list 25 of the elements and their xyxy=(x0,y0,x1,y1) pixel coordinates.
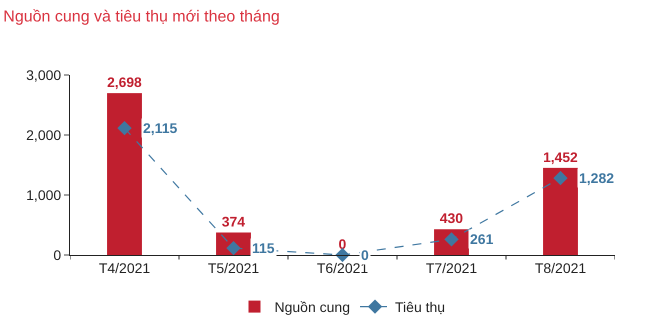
data-label: 115 xyxy=(252,240,275,256)
data-label: 430 xyxy=(440,210,464,226)
y-tick-label: 0 xyxy=(53,246,62,263)
bar xyxy=(107,93,142,255)
y-tick-label: 2,000 xyxy=(26,126,62,143)
data-label: 0 xyxy=(361,247,369,263)
data-label: 2,115 xyxy=(143,120,178,136)
x-tick-label: T8/2021 xyxy=(534,260,586,276)
y-tick-label: 3,000 xyxy=(26,66,62,83)
x-tick-label: T4/2021 xyxy=(98,260,150,276)
chart-title: Nguồn cung và tiêu thụ mới theo tháng xyxy=(3,8,280,26)
data-label: 1,282 xyxy=(579,170,614,186)
legend-label: Tiêu thụ xyxy=(395,299,446,316)
data-label: 2,698 xyxy=(107,74,142,90)
legend-label: Nguồn cung xyxy=(274,299,350,316)
y-tick-label: 1,000 xyxy=(26,186,62,203)
data-label: 374 xyxy=(222,214,246,230)
data-label: 0 xyxy=(338,236,346,252)
bar xyxy=(543,168,578,255)
point xyxy=(553,170,568,186)
data-label: 261 xyxy=(470,231,494,247)
point xyxy=(117,120,132,136)
data-label: 1,452 xyxy=(543,148,578,165)
x-tick-label: T5/2021 xyxy=(208,260,260,276)
x-tick-label: T7/2021 xyxy=(426,260,478,276)
